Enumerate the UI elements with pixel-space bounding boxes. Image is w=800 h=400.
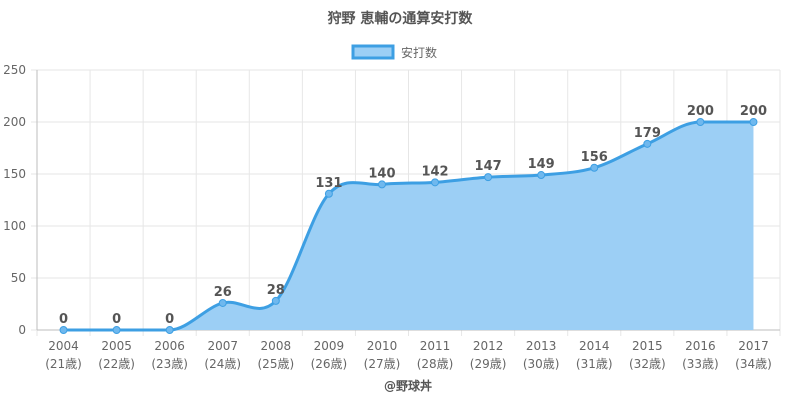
data-label: 179 bbox=[634, 126, 661, 141]
y-tick-label: 200 bbox=[3, 115, 26, 129]
x-tick-sublabel: (31歳) bbox=[576, 357, 613, 371]
x-tick-label: 2006 bbox=[154, 339, 185, 353]
x-tick-sublabel: (26歳) bbox=[311, 357, 348, 371]
data-point bbox=[590, 163, 599, 172]
data-point bbox=[696, 118, 705, 126]
data-point bbox=[271, 296, 280, 305]
y-tick-label: 100 bbox=[3, 219, 26, 233]
data-label: 156 bbox=[581, 150, 608, 165]
series-group bbox=[59, 118, 758, 334]
x-tick-sublabel: (22歳) bbox=[98, 357, 135, 371]
x-tick-label: 2012 bbox=[473, 339, 504, 353]
data-label: 0 bbox=[165, 312, 174, 327]
x-tick-label: 2014 bbox=[579, 339, 610, 353]
x-tick-sublabel: (33歳) bbox=[682, 357, 719, 371]
x-tick-sublabel: (34歳) bbox=[735, 357, 772, 371]
x-tick-sublabel: (24歳) bbox=[204, 357, 241, 371]
x-tick-label: 2009 bbox=[314, 339, 345, 353]
data-label: 142 bbox=[421, 164, 448, 179]
y-axis: 0 50 100 150 200 250 bbox=[3, 63, 38, 337]
data-label: 131 bbox=[315, 176, 342, 191]
x-tick-label: 2013 bbox=[526, 339, 557, 353]
data-point bbox=[484, 173, 493, 182]
x-tick-sublabel: (25歳) bbox=[258, 357, 295, 371]
data-point bbox=[431, 178, 440, 187]
x-tick-sublabel: (32歳) bbox=[629, 357, 666, 371]
legend-label: 安打数 bbox=[401, 45, 437, 60]
x-tick-label: 2016 bbox=[685, 339, 716, 353]
data-point bbox=[59, 326, 68, 334]
x-tick-sublabel: (27歳) bbox=[364, 357, 401, 371]
y-tick-label: 50 bbox=[11, 271, 26, 285]
data-label: 26 bbox=[214, 285, 232, 300]
data-point bbox=[165, 326, 174, 334]
data-point bbox=[218, 298, 227, 307]
x-tick-label: 2007 bbox=[207, 339, 238, 353]
data-label: 28 bbox=[267, 283, 285, 298]
series-area bbox=[63, 122, 754, 330]
x-tick-label: 2010 bbox=[367, 339, 398, 353]
x-tick-label: 2004 bbox=[48, 339, 79, 353]
y-tick-label: 0 bbox=[18, 323, 26, 337]
chart-credit: @野球丼 bbox=[384, 378, 432, 393]
chart-title: 狩野 恵輔の通算安打数 bbox=[328, 10, 474, 27]
data-point bbox=[324, 189, 333, 198]
x-tick-label: 2005 bbox=[101, 339, 132, 353]
x-tick-label: 2017 bbox=[738, 339, 769, 353]
data-point bbox=[112, 326, 121, 334]
legend[interactable]: 安打数 bbox=[351, 44, 437, 60]
data-label: 140 bbox=[368, 166, 395, 181]
data-point bbox=[537, 171, 546, 180]
x-tick-label: 2015 bbox=[632, 339, 663, 353]
data-label: 200 bbox=[740, 104, 767, 119]
data-labels: 0 0 0 26 28 131 140 142 147 149 156 179 200 200 bbox=[59, 104, 767, 327]
legend-swatch bbox=[351, 44, 395, 60]
data-label: 149 bbox=[528, 157, 555, 172]
x-tick-label: 2011 bbox=[420, 339, 451, 353]
data-label: 0 bbox=[59, 312, 68, 327]
x-tick-sublabel: (29歳) bbox=[470, 357, 507, 371]
x-tick-sublabel: (30歳) bbox=[523, 357, 560, 371]
y-tick-label: 250 bbox=[3, 63, 26, 77]
data-point bbox=[377, 180, 386, 189]
x-tick-sublabel: (21歳) bbox=[45, 357, 82, 371]
data-point bbox=[643, 139, 652, 148]
x-axis: 2004 (21歳) 2005 (22歳) 2006 (23歳) 2007 (24歳) 2008… bbox=[37, 329, 780, 371]
x-tick-label: 2008 bbox=[261, 339, 292, 353]
data-point bbox=[749, 118, 758, 126]
x-tick-sublabel: (28歳) bbox=[417, 357, 454, 371]
y-tick-label: 150 bbox=[3, 167, 26, 181]
data-label: 147 bbox=[475, 159, 502, 174]
data-label: 200 bbox=[687, 104, 714, 119]
data-label: 0 bbox=[112, 312, 121, 327]
x-tick-sublabel: (23歳) bbox=[151, 357, 188, 371]
